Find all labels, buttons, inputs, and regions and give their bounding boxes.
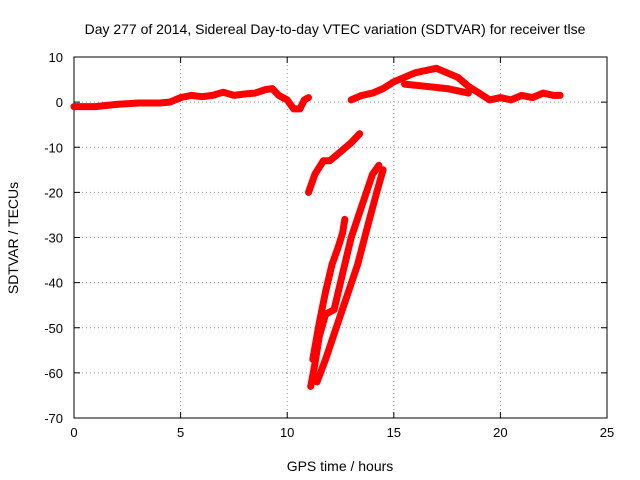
x-tick-label: 5 [177, 425, 184, 440]
series-drop-arc-4 [313, 166, 387, 386]
series-baseline-evening [347, 64, 564, 104]
chart-title: Day 277 of 2014, Sidereal Day-to-day VTE… [85, 21, 586, 37]
series-drop-arc-3 [309, 215, 349, 363]
y-tick-label: -20 [44, 185, 63, 200]
data-series [70, 64, 564, 390]
y-tick-label: -60 [44, 366, 63, 381]
x-tick-label: 15 [387, 425, 401, 440]
x-tick-label: 10 [280, 425, 294, 440]
x-tick-label: 20 [493, 425, 507, 440]
y-tick-label: -10 [44, 140, 63, 155]
y-tick-label: -30 [44, 231, 63, 246]
y-axis-label: SDTVAR / TECUs [5, 182, 21, 294]
series-drop-arc-1 [305, 130, 364, 196]
series-evening-upper-band [401, 80, 472, 97]
y-tick-label: -50 [44, 321, 63, 336]
y-tick-label: 10 [49, 50, 63, 65]
series-baseline-morning [70, 85, 312, 113]
y-tick-label: -40 [44, 276, 63, 291]
x-axis-label: GPS time / hours [287, 458, 394, 474]
series-drop-arc-2 [307, 161, 383, 390]
x-tick-label: 0 [70, 425, 77, 440]
axis-ticks: 0 5 10 15 20 25 10 0 -10 -20 -30 -40 -50 -60 -70 [44, 50, 614, 440]
y-tick-label: -70 [44, 411, 63, 426]
y-tick-label: 0 [56, 95, 63, 110]
x-tick-label: 25 [600, 425, 614, 440]
